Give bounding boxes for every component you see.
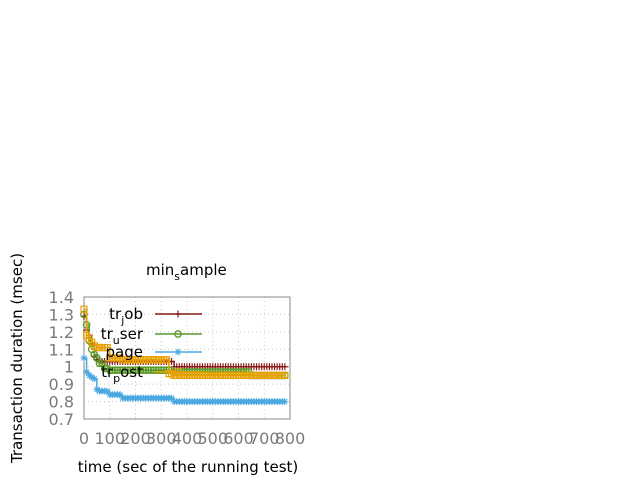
data-point <box>174 310 182 318</box>
series-page <box>80 354 289 406</box>
data-point <box>154 366 163 375</box>
data-point <box>129 366 137 375</box>
data-point <box>111 366 119 375</box>
data-point <box>103 387 111 395</box>
data-point <box>80 305 88 313</box>
y-tick-label: 1.2 <box>49 323 74 342</box>
x-tick-label: 600 <box>223 429 254 448</box>
data-point <box>131 366 140 375</box>
data-point <box>121 366 130 375</box>
data-point <box>116 366 124 375</box>
data-point <box>281 398 289 406</box>
y-tick-label: 0.8 <box>49 393 74 412</box>
x-tick-label: 0 <box>79 429 89 448</box>
data-point <box>95 359 104 368</box>
data-point <box>141 366 150 375</box>
data-point <box>123 366 132 375</box>
legend-label: page <box>106 343 143 361</box>
x-tick-label: 500 <box>197 429 228 448</box>
y-tick-label: 1.1 <box>49 340 74 359</box>
data-point <box>88 373 96 381</box>
data-point <box>90 375 98 383</box>
x-tick-label: 700 <box>249 429 280 448</box>
series-trpost <box>80 305 289 380</box>
x-axis-label: time (sec of the running test) <box>78 458 299 476</box>
data-point <box>136 366 145 375</box>
x-tick-label: 300 <box>146 429 177 448</box>
data-point <box>113 366 122 375</box>
y-tick-label: 0.9 <box>49 375 74 394</box>
data-point <box>168 394 176 402</box>
data-point <box>85 371 93 379</box>
x-tick-label: 400 <box>172 429 203 448</box>
data-point <box>80 354 88 362</box>
y-tick-label: 1.3 <box>49 305 74 324</box>
data-point <box>144 366 153 375</box>
legend-swatch <box>155 348 202 356</box>
tick-labels: 0 1002003004005006007008000.70.80.911.11.… <box>49 288 306 448</box>
data-point <box>281 371 289 380</box>
chart-title: minsample <box>146 261 227 283</box>
y-tick-label: 0.7 <box>49 410 74 429</box>
legend-swatch <box>155 330 202 338</box>
legend-swatch <box>155 368 202 376</box>
data-point <box>116 391 124 399</box>
data-point <box>174 330 182 338</box>
x-tick-label: 100 <box>94 429 125 448</box>
y-tick-label: 1 <box>64 358 74 377</box>
data-point <box>174 348 182 356</box>
x-tick-label: 800 <box>275 429 306 448</box>
legend-label: truser <box>101 325 144 347</box>
x-tick-label: 200 <box>120 429 151 448</box>
data-point <box>83 368 91 376</box>
data-point <box>134 366 142 375</box>
data-point <box>103 343 111 352</box>
data-point <box>157 366 166 375</box>
legend-swatch <box>155 310 202 318</box>
y-axis-label: Transaction duration (msec) <box>8 253 26 464</box>
legend-label: trpost <box>101 363 143 385</box>
series-layer <box>80 305 289 406</box>
data-point <box>105 366 114 375</box>
data-point <box>126 366 135 375</box>
data-point <box>162 356 170 364</box>
data-point <box>152 366 160 375</box>
data-point <box>100 364 109 373</box>
data-point <box>108 366 117 375</box>
data-point <box>149 366 158 375</box>
data-point <box>93 385 101 393</box>
data-point <box>118 366 127 375</box>
legend-label: trjob <box>109 305 143 327</box>
y-tick-label: 1.4 <box>49 288 74 307</box>
data-point <box>147 366 155 375</box>
data-point <box>174 368 182 376</box>
data-point <box>139 366 148 375</box>
data-point <box>281 363 289 371</box>
